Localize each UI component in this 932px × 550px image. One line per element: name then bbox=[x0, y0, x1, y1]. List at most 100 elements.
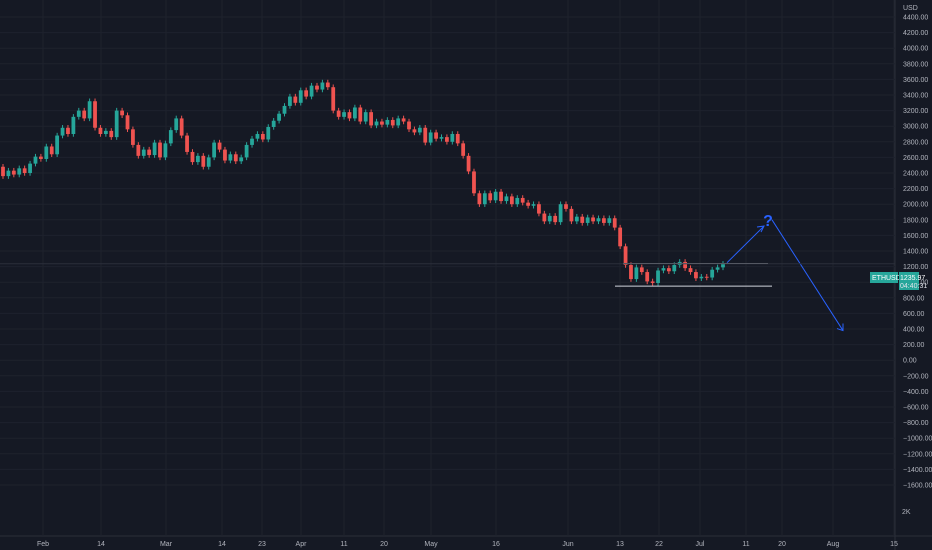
time-tick-label: 11 bbox=[340, 541, 347, 548]
candle-body bbox=[591, 217, 595, 222]
forecast-up-arrow[interactable] bbox=[726, 225, 765, 264]
candle-body bbox=[721, 263, 725, 268]
candle-body bbox=[423, 127, 428, 143]
price-tick-label: 1400.00 bbox=[903, 249, 928, 256]
time-tick-label: Aug bbox=[827, 541, 840, 548]
candle-body bbox=[412, 129, 417, 133]
candle-body bbox=[369, 112, 374, 126]
price-tick-label: 2000.00 bbox=[903, 202, 928, 209]
price-badge-box bbox=[899, 272, 919, 290]
candle-body bbox=[499, 191, 503, 202]
candle-body bbox=[477, 193, 482, 205]
candle-body bbox=[206, 157, 211, 167]
time-tick-label: 23 bbox=[258, 541, 266, 548]
candle-body bbox=[212, 142, 217, 158]
price-tick-label: −200.00 bbox=[903, 373, 929, 380]
candle-body bbox=[11, 170, 16, 175]
candle-body bbox=[163, 143, 168, 158]
scale-mode-toggle[interactable]: 2K bbox=[902, 509, 911, 516]
candle-body bbox=[699, 276, 704, 279]
candle-body bbox=[390, 119, 395, 126]
price-tick-label: 4400.00 bbox=[903, 15, 928, 22]
price-tick-label: 2600.00 bbox=[903, 155, 928, 162]
time-tick-label: 15 bbox=[890, 541, 898, 548]
candle-body bbox=[618, 227, 623, 247]
candle-body bbox=[158, 142, 162, 158]
candle-body bbox=[434, 132, 438, 139]
candle-body bbox=[661, 268, 666, 271]
candle-body bbox=[439, 137, 444, 139]
candle-body bbox=[553, 215, 558, 223]
price-axis[interactable]: USD 4400.00 4200.00 4000.00 3800.00 3600.00 3… bbox=[903, 5, 932, 490]
candle-body bbox=[520, 197, 525, 203]
candle-body bbox=[428, 132, 433, 143]
candle-body bbox=[1, 166, 5, 177]
price-tick-label: 1600.00 bbox=[903, 233, 928, 240]
candle-body bbox=[450, 134, 455, 142]
time-tick-label: 20 bbox=[380, 541, 388, 548]
candle-body bbox=[526, 202, 531, 206]
candle-body bbox=[174, 118, 179, 131]
price-tick-label: −1200.00 bbox=[903, 451, 932, 458]
candle-body bbox=[49, 146, 54, 155]
candle-body bbox=[634, 267, 639, 280]
time-tick-label: May bbox=[424, 541, 438, 548]
price-tick-label: 3000.00 bbox=[903, 124, 928, 131]
candle-body bbox=[358, 107, 363, 122]
price-tick-label: −1600.00 bbox=[903, 483, 932, 490]
candle-body bbox=[266, 126, 271, 140]
candle-body bbox=[374, 121, 379, 126]
candle-body bbox=[385, 119, 390, 125]
question-mark-annotation[interactable]: ? bbox=[763, 213, 773, 230]
candle-body bbox=[168, 130, 173, 144]
candle-body bbox=[547, 215, 552, 222]
candle-body bbox=[60, 127, 65, 136]
candle-body bbox=[537, 204, 541, 214]
candle-body bbox=[542, 213, 547, 222]
candle-body bbox=[363, 112, 368, 122]
candle-body bbox=[320, 82, 325, 90]
candle-body bbox=[666, 268, 671, 272]
candle-body bbox=[580, 216, 585, 223]
candle-body bbox=[569, 208, 574, 222]
time-axis[interactable]: Feb 14 Mar 14 23 Apr 11 20 May 16 Jun 13 22 Jul 11 20 Au… bbox=[37, 541, 898, 548]
time-tick-label: Jun bbox=[562, 541, 573, 548]
candle-body bbox=[17, 168, 22, 175]
currency-label: USD bbox=[903, 5, 918, 12]
candle-body bbox=[596, 218, 601, 222]
candle-body bbox=[650, 281, 655, 283]
price-tick-label: 600.00 bbox=[903, 311, 925, 318]
candle-body bbox=[694, 272, 698, 279]
candle-body bbox=[417, 127, 422, 133]
price-tick-label: 3200.00 bbox=[903, 108, 928, 115]
candle-body bbox=[466, 155, 471, 172]
candle-body bbox=[715, 267, 720, 270]
candle-body bbox=[574, 216, 579, 222]
candle-body bbox=[87, 101, 92, 119]
time-tick-label: Jul bbox=[696, 541, 705, 548]
price-tick-label: −800.00 bbox=[903, 420, 929, 427]
candle-body bbox=[71, 116, 76, 134]
candle-body bbox=[309, 85, 314, 97]
candle-body bbox=[401, 118, 406, 122]
price-tick-label: 2200.00 bbox=[903, 186, 928, 193]
candle-body bbox=[623, 246, 628, 266]
candle-body bbox=[114, 110, 119, 138]
price-tick-label: 400.00 bbox=[903, 327, 925, 334]
candle-body bbox=[352, 107, 357, 119]
candle-body bbox=[260, 134, 265, 140]
candle-body bbox=[141, 149, 146, 156]
candle-body bbox=[504, 196, 509, 202]
price-tick-label: −1400.00 bbox=[903, 467, 932, 474]
forecast-down-arrow[interactable] bbox=[771, 219, 844, 331]
countdown-label: 04:40:31 bbox=[900, 283, 927, 290]
candle-body bbox=[185, 135, 189, 152]
candle-body bbox=[152, 142, 157, 156]
candle-body bbox=[282, 105, 287, 114]
candle-body bbox=[407, 121, 411, 130]
candle-body bbox=[656, 270, 660, 283]
candle-body bbox=[564, 204, 568, 209]
candle-body bbox=[233, 154, 238, 162]
candle-body bbox=[558, 204, 563, 223]
